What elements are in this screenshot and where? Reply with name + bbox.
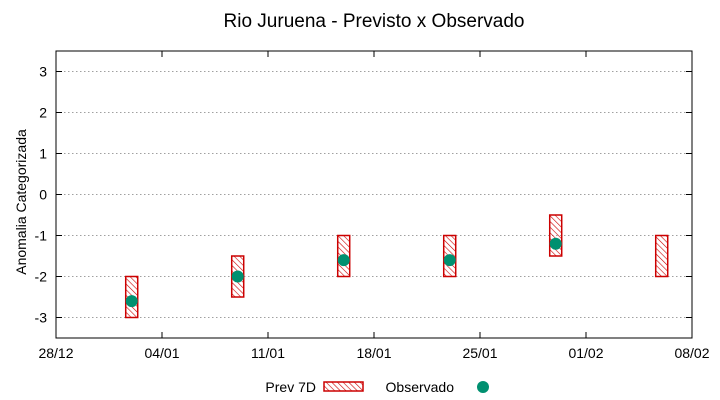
legend-swatch-observado xyxy=(477,381,489,393)
x-axis: 28/12 04/01 11/01 18/01 25/01 01/02 08/02 xyxy=(38,51,710,361)
y-axis-label: Anomalia Categorizada xyxy=(13,129,29,275)
y-tick-label: 1 xyxy=(39,146,47,162)
observed-point xyxy=(443,254,456,267)
y-tick-label: -2 xyxy=(35,269,48,285)
y-tick-label: 3 xyxy=(39,64,47,80)
legend-label-prev-7d: Prev 7D xyxy=(265,379,316,395)
legend: Prev 7D Observado xyxy=(265,379,489,395)
chart-title: Rio Juruena - Previsto x Observado xyxy=(224,11,525,32)
x-tick-label: 11/01 xyxy=(251,345,285,361)
observed-point xyxy=(549,237,562,250)
x-tick-label: 25/01 xyxy=(462,345,497,361)
series-prev-7d xyxy=(124,214,669,319)
forecast-box xyxy=(654,234,669,278)
plot-frame xyxy=(55,50,693,339)
y-tick-label: 0 xyxy=(39,187,47,203)
y-tick-label: 2 xyxy=(39,105,47,121)
y-tick-label: -1 xyxy=(35,228,48,244)
observed-point xyxy=(231,270,244,283)
y-axis: -3 -2 -1 0 1 2 3 xyxy=(35,64,692,326)
observed-point xyxy=(125,295,138,308)
x-tick-label: 01/02 xyxy=(568,345,603,361)
forecast-box xyxy=(548,214,563,257)
x-tick-label: 28/12 xyxy=(38,345,73,361)
grid-lines xyxy=(56,71,692,318)
x-tick-label: 18/01 xyxy=(356,345,391,361)
y-tick-label: -3 xyxy=(35,310,48,326)
x-tick-label: 04/01 xyxy=(144,345,179,361)
series-observado xyxy=(125,237,562,308)
observed-point xyxy=(337,254,350,267)
legend-swatch-prev-7d xyxy=(323,381,364,392)
legend-label-observado: Observado xyxy=(386,379,455,395)
x-tick-label: 08/02 xyxy=(674,345,709,361)
